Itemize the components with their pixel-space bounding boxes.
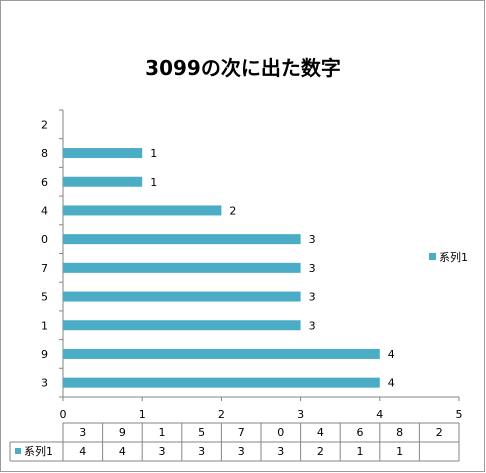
data-table: 3 4 9 4 1 3 5 3 7 3 0 3 4 2 6 1 8 1 2 系列1 — [9, 422, 460, 462]
bar — [63, 148, 143, 159]
data-label: 3 — [309, 233, 316, 246]
table-header-cell: 0 — [277, 426, 284, 439]
table-header-cell: 6 — [357, 426, 364, 439]
table-value-cell: 3 — [159, 445, 166, 458]
x-tick-label: 3 — [297, 408, 304, 421]
bar — [63, 377, 380, 388]
data-label: 3 — [309, 262, 316, 275]
table-header-cell: 8 — [396, 426, 403, 439]
data-label: 1 — [150, 176, 157, 189]
data-label: 3 — [309, 319, 316, 332]
bar — [63, 262, 301, 273]
y-tick-label: 3 — [41, 377, 48, 390]
x-tick-label: 2 — [218, 408, 225, 421]
bar — [63, 205, 222, 216]
x-tick-label: 1 — [139, 408, 146, 421]
data-label: 4 — [388, 377, 395, 390]
table-value-cell: 3 — [277, 445, 284, 458]
legend-label: 系列1 — [439, 250, 468, 264]
data-label: 4 — [388, 348, 395, 361]
y-tick-label: 8 — [41, 147, 48, 160]
table-series-label: 系列1 — [24, 444, 53, 458]
table-header-cell: 3 — [79, 426, 86, 439]
legend: 系列1 — [429, 250, 468, 264]
y-tick-label: 7 — [41, 262, 48, 275]
y-tick-label: 9 — [41, 348, 48, 361]
chart-title: 3099の次に出た数字 — [145, 56, 341, 80]
table-header-cell: 2 — [436, 426, 443, 439]
bar — [63, 348, 380, 359]
bar — [63, 291, 301, 302]
bar — [63, 320, 301, 331]
bar — [63, 176, 143, 187]
table-header-cell: 7 — [238, 426, 245, 439]
y-tick-label: 0 — [41, 233, 48, 246]
table-value-cell: 4 — [119, 445, 126, 458]
y-tick-label: 5 — [41, 291, 48, 304]
table-value-cell: 3 — [238, 445, 245, 458]
table-value-cell: 1 — [396, 445, 403, 458]
data-label: 2 — [229, 204, 236, 217]
table-header-cell: 1 — [159, 426, 166, 439]
table-value-cell: 3 — [198, 445, 205, 458]
data-label: 3 — [309, 291, 316, 304]
x-tick-label: 4 — [376, 408, 383, 421]
table-value-cell: 2 — [317, 445, 324, 458]
table-header-cell: 4 — [317, 426, 324, 439]
table-value-cell: 1 — [357, 445, 364, 458]
legend-swatch — [429, 253, 436, 260]
table-header-cell: 5 — [198, 426, 205, 439]
table-header-cell: 9 — [119, 426, 126, 439]
x-tick-label: 5 — [456, 408, 463, 421]
table-value-cell: 4 — [79, 445, 86, 458]
x-tick-label: 0 — [60, 408, 67, 421]
bar — [63, 234, 301, 245]
y-tick-label: 2 — [41, 118, 48, 131]
y-tick-label: 4 — [41, 204, 48, 217]
table-legend-swatch — [15, 448, 21, 454]
plot-area: 3 4 9 4 1 3 5 3 7 3 0 3 4 2 6 1 8 1 2 0 1 2 3 4 5 — [41, 109, 463, 421]
y-tick-label: 1 — [41, 319, 48, 332]
data-label: 1 — [150, 147, 157, 160]
y-tick-label: 6 — [41, 176, 48, 189]
